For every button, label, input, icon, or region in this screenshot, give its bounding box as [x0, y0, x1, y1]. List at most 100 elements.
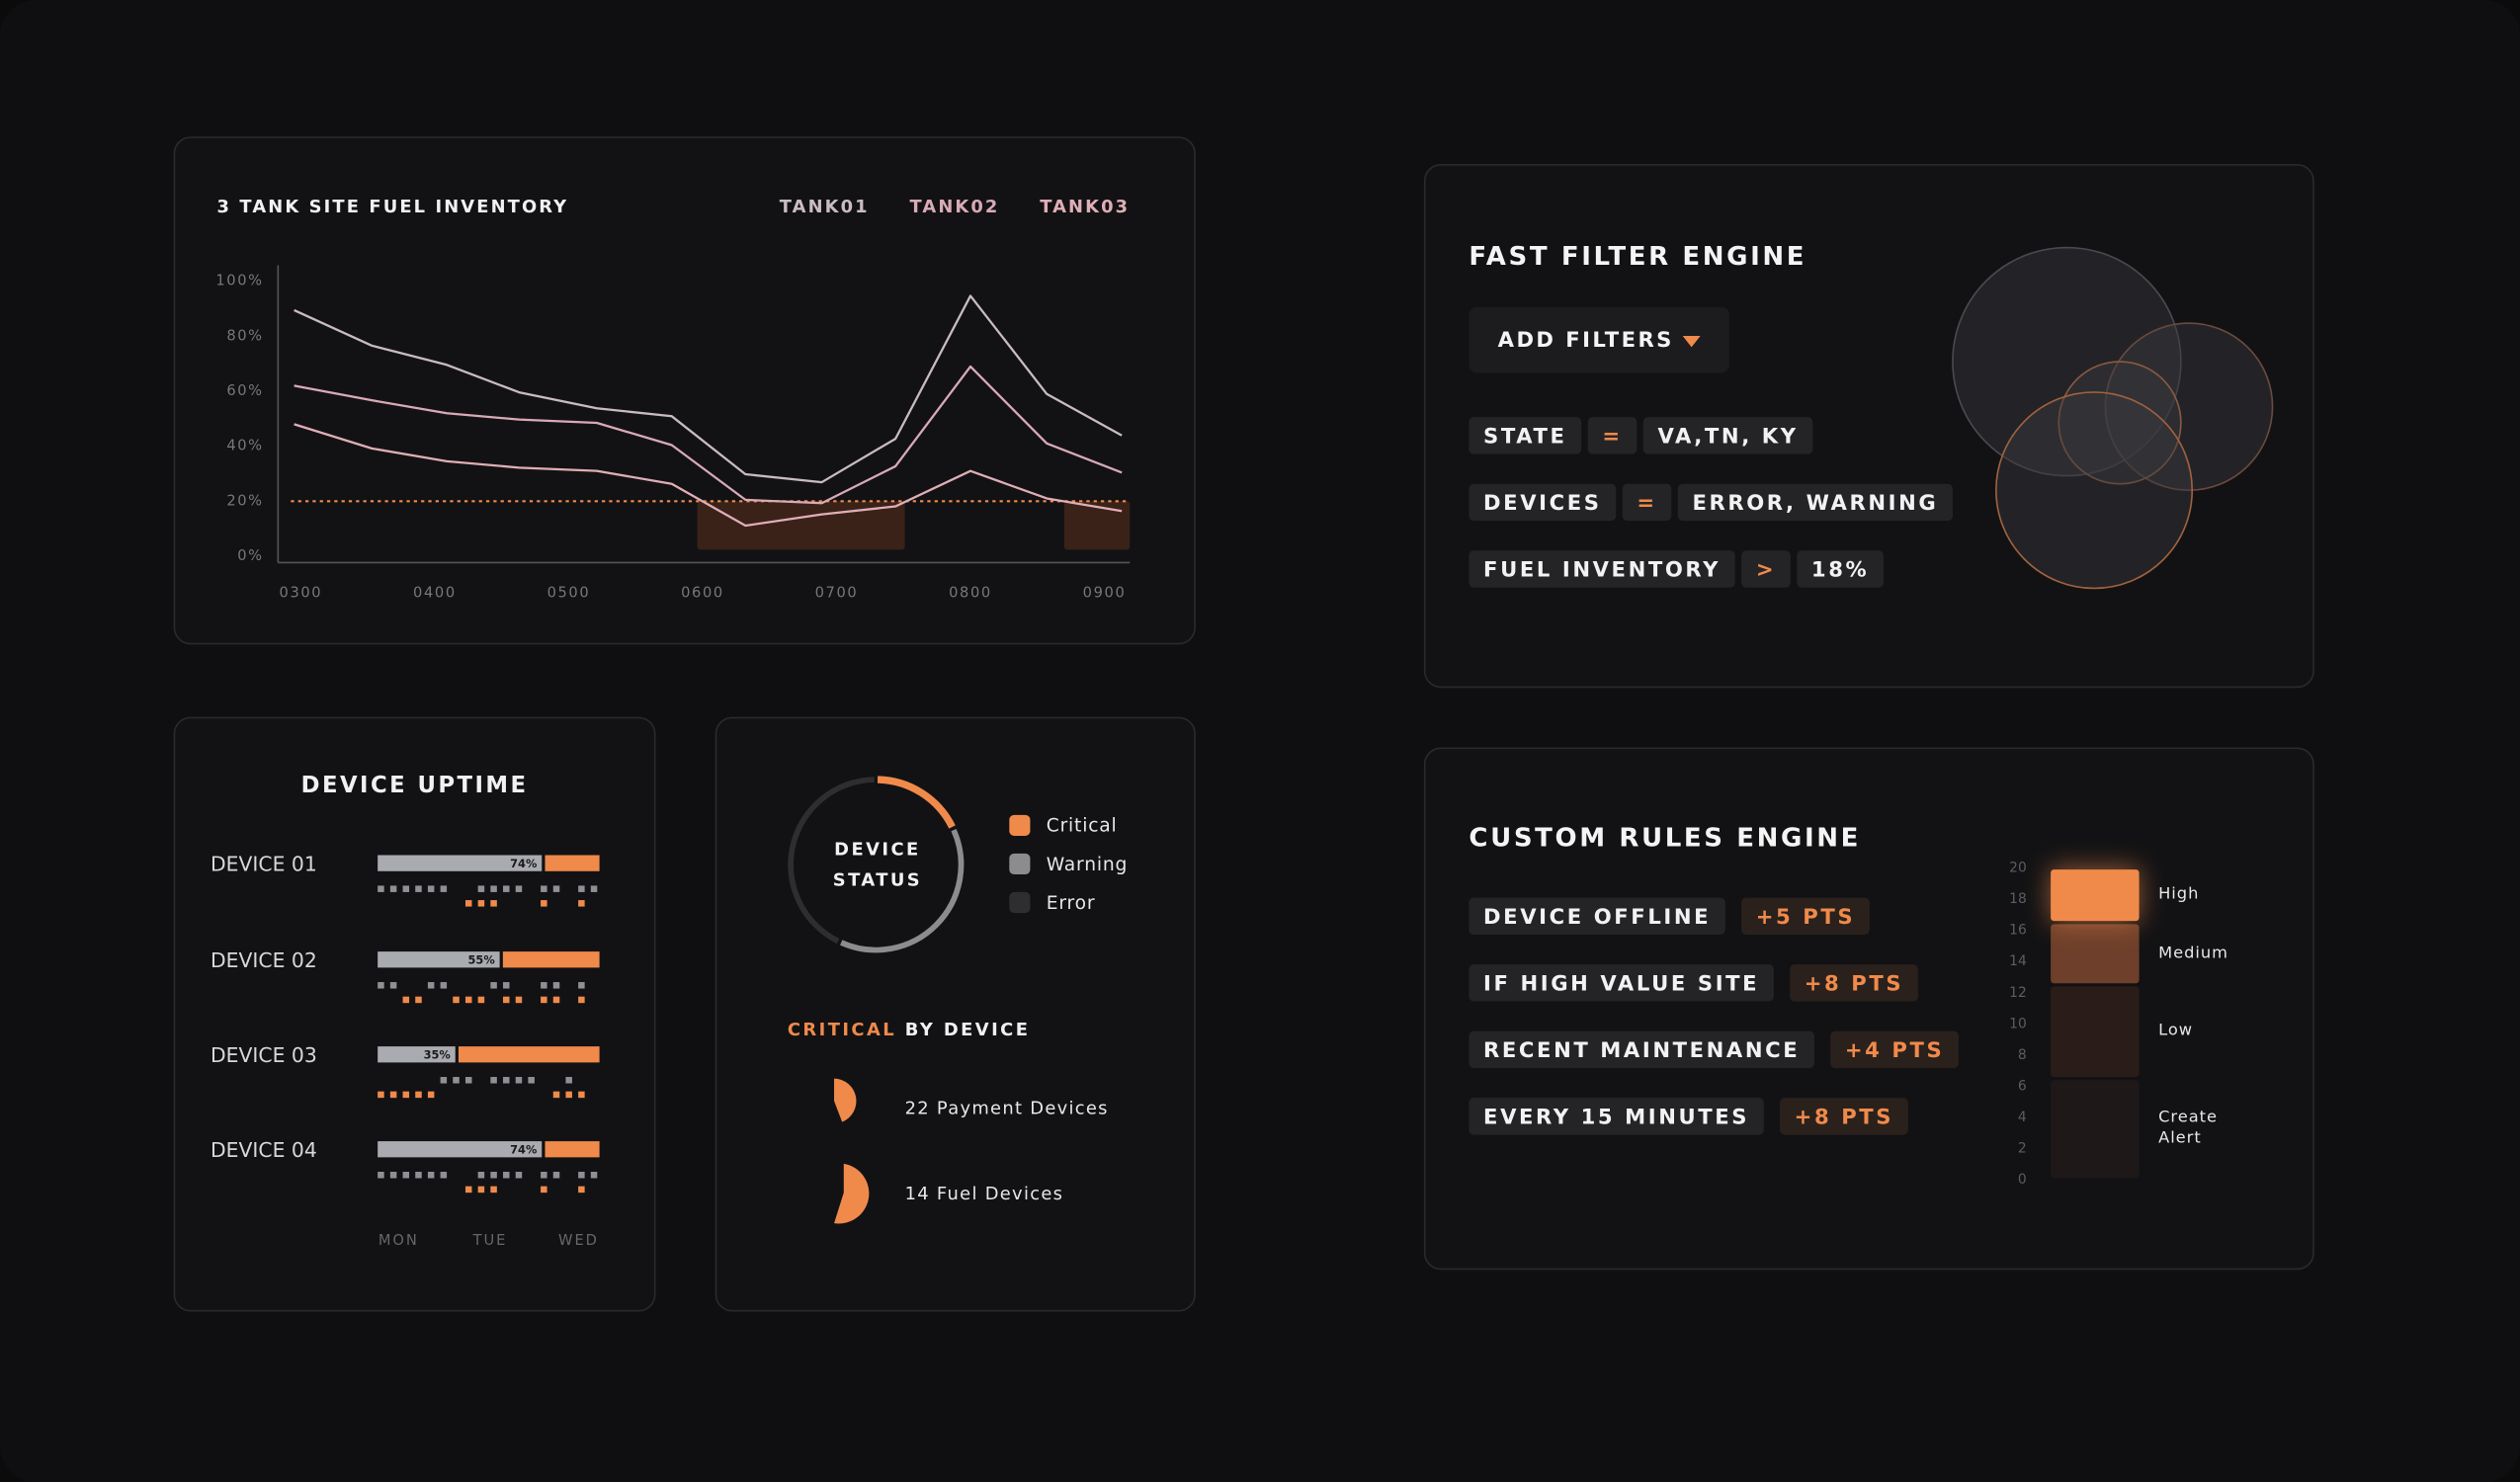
y-tick-label: 40%: [226, 438, 263, 454]
activity-dot: [541, 996, 547, 1004]
count: 22: [905, 1099, 930, 1119]
activity-dot: [440, 885, 448, 892]
downtime-bar: [458, 1046, 600, 1063]
y-tick-label: 0: [2018, 1172, 2027, 1188]
chip-background: [1469, 550, 1735, 588]
downtime-bar: [545, 855, 600, 871]
y-tick-label: 8: [2018, 1047, 2027, 1063]
activity-dot: [541, 900, 547, 907]
activity-dot: [477, 900, 485, 907]
downtime-bar: [502, 951, 600, 968]
segment-label-box: Low: [2158, 1023, 2194, 1041]
activity-dot: [464, 1186, 472, 1194]
chip-label: +5 PTS: [1756, 904, 1855, 929]
y-tick-label: 2: [2018, 1141, 2027, 1157]
value-label: 35%: [424, 1048, 452, 1062]
activity-dot: [590, 1172, 598, 1179]
chip: =: [1587, 417, 1638, 454]
activity-dot: [389, 1172, 397, 1179]
activity-dot: [477, 1172, 485, 1179]
y-tick-label: 20: [2009, 861, 2027, 876]
activity-dot: [440, 1172, 448, 1179]
legend-label: Error: [1047, 893, 1096, 914]
legend-label: TANK02: [909, 197, 999, 217]
activity-dot: [515, 996, 523, 1004]
day-label: TUE: [472, 1232, 508, 1249]
segment-label: Low: [2158, 1023, 2194, 1041]
chip: ERROR, WARNING: [1677, 483, 1953, 522]
legend-label: TANK03: [1040, 197, 1130, 217]
activity-dot: [415, 885, 422, 892]
button-label[interactable]: ADD FILTERS: [1498, 327, 1674, 352]
day-label: WED: [558, 1232, 599, 1249]
activity-dot: [427, 1172, 435, 1179]
chip: FUEL INVENTORY: [1469, 550, 1735, 588]
uptime-bar: [378, 1141, 543, 1158]
series-line: [294, 294, 1123, 484]
chip: +8 PTS: [1780, 1098, 1908, 1135]
activity-dot: [490, 900, 497, 907]
x-tick-label: 0900: [1083, 584, 1127, 601]
chip: EVERY 15 MINUTES: [1469, 1098, 1764, 1135]
chip: +8 PTS: [1790, 964, 1918, 1002]
activity-dot: [552, 885, 560, 892]
add-filters-button[interactable]: [1469, 306, 1729, 373]
activity-dot: [578, 996, 585, 1004]
y-tick-label: 80%: [226, 327, 263, 344]
activity-dot: [402, 1091, 410, 1099]
activity-dot: [415, 1172, 422, 1179]
chip-label: >: [1756, 557, 1776, 582]
activity-dot: [477, 885, 485, 892]
x-tick-label: 0800: [949, 584, 992, 601]
activity-dot: [415, 1091, 422, 1099]
y-tick-label: 12: [2009, 985, 2027, 1001]
panel-title: CUSTOM RULES ENGINE: [1469, 824, 1861, 854]
chip-label: =: [1602, 424, 1622, 449]
chip-label: DEVICE OFFLINE: [1483, 904, 1711, 929]
section-title: CRITICAL BY DEVICE: [788, 1020, 1031, 1040]
y-tick-label: 18: [2009, 891, 2027, 907]
chip-label: +8 PTS: [1805, 970, 1903, 995]
activity-dot: [453, 1077, 460, 1084]
activity-dot: [389, 885, 397, 892]
activity-dot: [490, 1077, 497, 1084]
chip: DEVICE OFFLINE: [1469, 897, 1725, 936]
activity-dot: [427, 885, 435, 892]
donut-segment: [840, 828, 965, 953]
activity-dot: [490, 982, 497, 989]
stack-segment: [2051, 869, 2140, 922]
chip-label: STATE: [1483, 424, 1567, 449]
activity-dot: [552, 1091, 560, 1099]
donut-label: STATUS: [833, 870, 922, 891]
segment-label: High: [2158, 886, 2200, 905]
activity-dot: [503, 1172, 510, 1179]
value-label: 74%: [510, 1143, 538, 1157]
activity-dot: [578, 1091, 585, 1099]
x-tick-label: 0300: [280, 584, 323, 601]
activity-dot: [490, 1172, 497, 1179]
chip-background: [1469, 1030, 1814, 1069]
activity-dot: [503, 1077, 510, 1084]
device-label: DEVICE 03: [210, 1043, 317, 1067]
activity-dot: [427, 1091, 435, 1099]
chip-label: EVERY 15 MINUTES: [1483, 1105, 1749, 1129]
chip: VA,TN, KY: [1642, 417, 1813, 454]
dropdown-arrow[interactable]: [1682, 336, 1701, 348]
title-rest: BY DEVICE: [905, 1020, 1031, 1040]
activity-dot: [453, 996, 460, 1004]
count: 14: [905, 1184, 930, 1204]
chip: +4 PTS: [1830, 1030, 1959, 1069]
y-tick-label: 6: [2018, 1078, 2027, 1094]
legend-swatch: [1009, 891, 1031, 914]
uptime-bar: [378, 1046, 456, 1063]
highlight-range: [1063, 501, 1131, 550]
x-tick-label: 0400: [413, 584, 457, 601]
activity-dot: [578, 885, 585, 892]
chip-label: +8 PTS: [1795, 1105, 1893, 1129]
legend-swatch: [1009, 814, 1031, 836]
chip-background: [1469, 483, 1617, 522]
activity-dot: [590, 885, 598, 892]
segment-label: Create Alert: [2158, 1110, 2218, 1149]
chip-label: +4 PTS: [1845, 1037, 1944, 1062]
chip-background: [1469, 897, 1725, 936]
